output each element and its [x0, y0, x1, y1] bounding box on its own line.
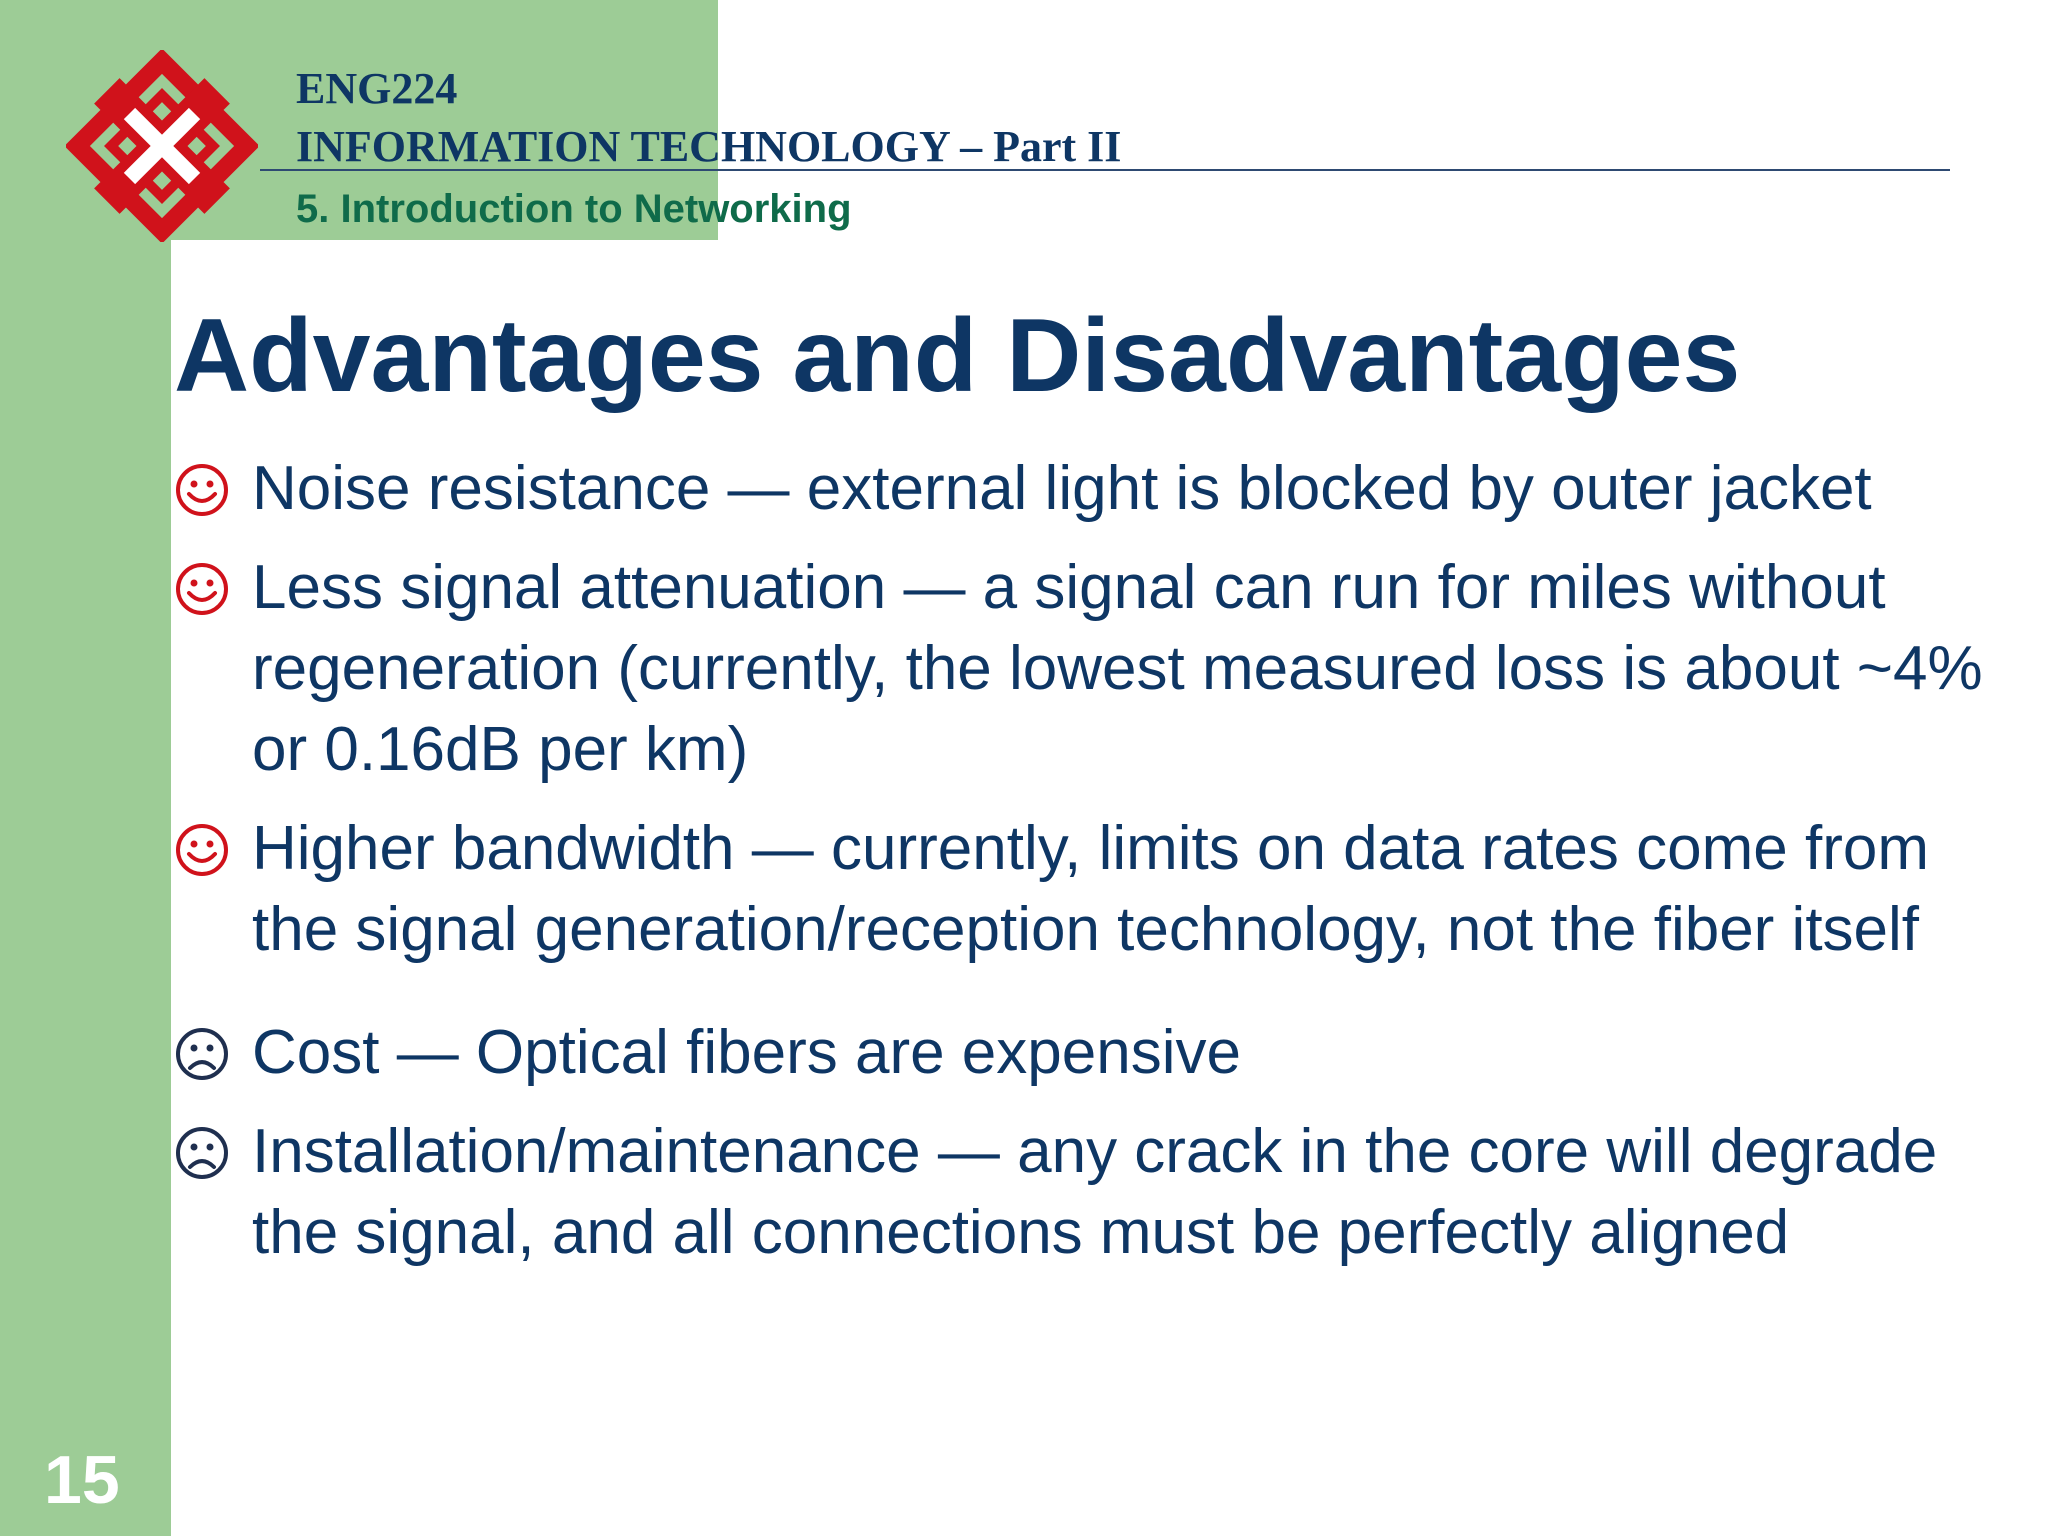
bullet-text: Cost — Optical fibers are expensive: [252, 1018, 1241, 1087]
bullet-list: Noise resistance — external light is blo…: [174, 448, 2024, 1291]
bullet-item-cost: Cost — Optical fibers are expensive: [174, 1012, 2024, 1093]
course-title: INFORMATION TECHNOLOGY – Part II: [296, 122, 1122, 171]
course-header: ENG224 INFORMATION TECHNOLOGY – Part II: [296, 60, 1121, 176]
chapter-title: 5. Introduction to Networking: [296, 187, 852, 231]
smiley-face-icon: [176, 824, 228, 876]
bullet-item-installation: Installation/maintenance — any crack in …: [174, 1111, 2024, 1273]
university-logo-icon: [66, 50, 258, 242]
sidebar-strip: [0, 0, 171, 1536]
bullet-text: Installation/maintenance — any crack in …: [252, 1117, 1938, 1267]
course-code: ENG224: [296, 64, 458, 113]
smiley-face-icon: [176, 464, 228, 516]
bullet-text: Noise resistance — external light is blo…: [252, 454, 1872, 523]
bullet-item-signal-attenuation: Less signal attenuation — a signal can r…: [174, 547, 2024, 790]
bullet-item-noise-resistance: Noise resistance — external light is blo…: [174, 448, 2024, 529]
slide-title: Advantages and Disadvantages: [174, 298, 1741, 414]
page-number: 15: [44, 1442, 120, 1518]
bullet-text: Less signal attenuation — a signal can r…: [252, 553, 1983, 784]
bullet-item-higher-bandwidth: Higher bandwidth — currently, limits on …: [174, 808, 2024, 970]
header-divider: [260, 169, 1950, 171]
frowning-face-icon: [176, 1127, 228, 1179]
bullet-text: Higher bandwidth — currently, limits on …: [252, 814, 1929, 964]
frowning-face-icon: [176, 1028, 228, 1080]
smiley-face-icon: [176, 563, 228, 615]
